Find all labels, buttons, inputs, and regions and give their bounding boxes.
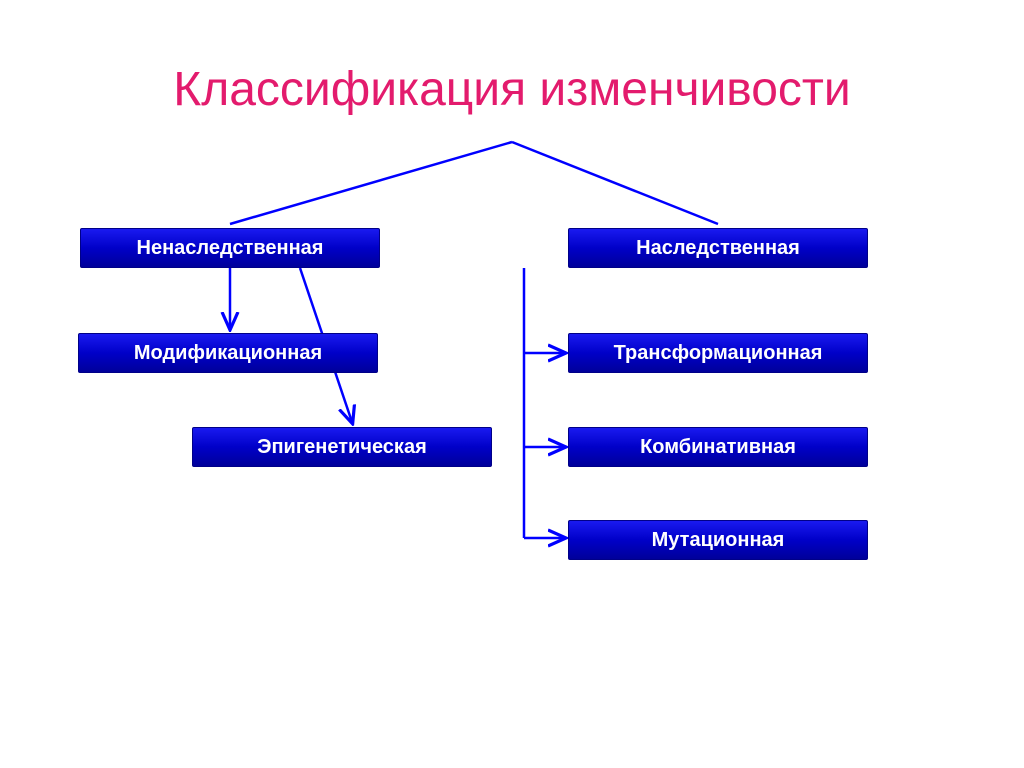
node-transf: Трансформационная bbox=[568, 333, 868, 373]
node-epigen: Эпигенетическая bbox=[192, 427, 492, 467]
diagram-canvas: { "title": { "text": "Классификация изме… bbox=[0, 0, 1024, 768]
node-combin: Комбинативная bbox=[568, 427, 868, 467]
node-hered: Наследственная bbox=[568, 228, 868, 268]
page-title: Классификация изменчивости bbox=[0, 62, 1024, 117]
node-mutat: Мутационная bbox=[568, 520, 868, 560]
node-nonhered: Ненаследственная bbox=[80, 228, 380, 268]
node-modif: Модификационная bbox=[78, 333, 378, 373]
